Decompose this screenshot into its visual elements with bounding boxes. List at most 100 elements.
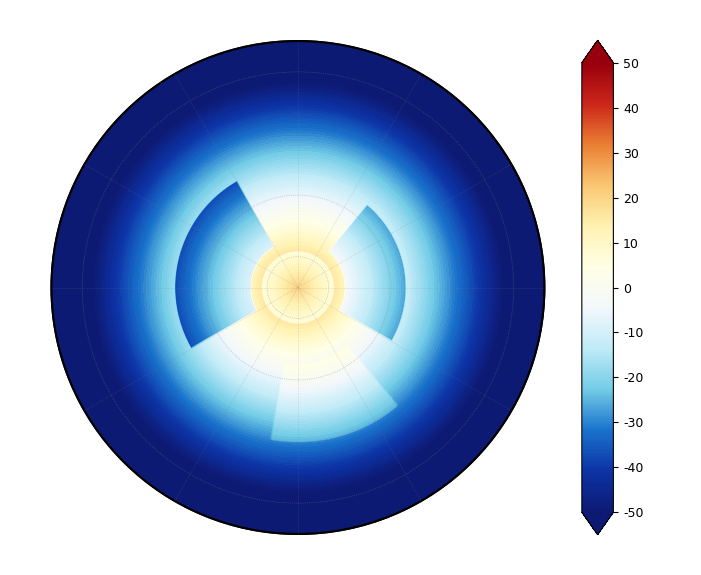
Point [292,283,304,292]
Point [292,283,304,292]
Point [292,283,304,292]
Point [292,283,304,292]
Point [292,283,304,292]
Point [292,283,304,292]
Point [292,283,304,292]
Point [292,283,304,292]
Point [292,283,304,292]
Point [292,283,304,292]
Point [292,283,304,292]
Point [292,283,304,292]
Point [292,283,304,292]
Point [292,283,304,292]
Point [292,283,304,292]
Point [292,283,304,292]
Point [292,283,304,292]
Point [292,283,304,292]
Point [292,283,304,292]
Point [292,283,304,292]
Point [292,283,304,292]
PathPatch shape [582,40,613,63]
Point [292,283,304,292]
Point [292,283,304,292]
Point [292,283,304,292]
Point [292,283,304,292]
Point [292,283,304,292]
Point [292,283,304,292]
Point [292,283,304,292]
Point [292,283,304,292]
Point [292,283,304,292]
Point [292,283,304,292]
Point [292,283,304,292]
Point [292,283,304,292]
Point [292,283,304,292]
Point [292,283,304,292]
Point [292,283,304,292]
Point [292,283,304,292]
Point [292,283,304,292]
Point [292,283,304,292]
Point [292,283,304,292]
Point [292,283,304,292]
Point [292,283,304,292]
Point [292,283,304,292]
Point [292,283,304,292]
Point [292,283,304,292]
Point [292,283,304,292]
Point [292,283,304,292]
Point [292,283,304,292]
PathPatch shape [582,512,613,535]
Point [292,283,304,292]
Point [292,283,304,292]
Point [292,283,304,292]
Point [292,283,304,292]
Point [292,283,304,292]
Point [292,283,304,292]
Point [292,283,304,292]
Point [292,283,304,292]
Point [292,283,304,292]
Point [292,283,304,292]
Point [292,283,304,292]
Point [292,283,304,292]
Point [292,283,304,292]
Point [292,283,304,292]
Point [292,283,304,292]
Point [292,283,304,292]
Point [292,283,304,292]
Point [292,283,304,292]
Point [292,283,304,292]
Point [292,283,304,292]
Point [292,283,304,292]
Point [292,283,304,292]
Point [292,283,304,292]
Point [292,283,304,292]
Point [292,283,304,292]
Point [292,283,304,292]
Point [292,283,304,292]
Point [292,283,304,292]
Point [292,283,304,292]
Point [292,283,304,292]
Point [292,283,304,292]
Point [292,283,304,292]
Point [292,283,304,292]
Point [292,283,304,292]
Point [292,283,304,292]
Point [292,283,304,292]
Point [292,283,304,292]
Point [292,283,304,292]
Point [292,283,304,292]
Point [292,283,304,292]
Point [292,283,304,292]
Point [292,283,304,292]
Point [292,283,304,292]
Point [292,283,304,292]
Point [292,283,304,292]
Point [292,283,304,292]
Point [292,283,304,292]
Point [292,283,304,292]
Point [292,283,304,292]
Point [292,283,304,292]
